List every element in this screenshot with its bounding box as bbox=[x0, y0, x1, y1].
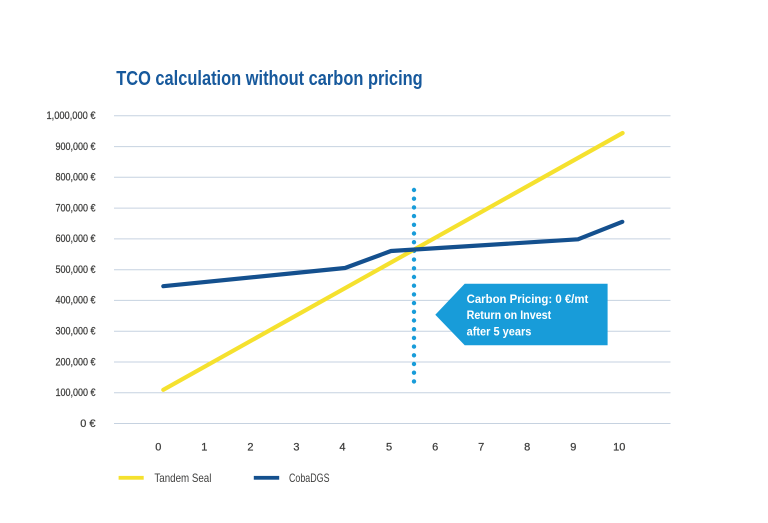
svg-text:2: 2 bbox=[247, 442, 253, 454]
svg-text:5: 5 bbox=[386, 442, 392, 454]
svg-text:600,000 €: 600,000 € bbox=[56, 233, 96, 245]
svg-text:1,000,000 €: 1,000,000 € bbox=[47, 110, 96, 122]
svg-text:0: 0 bbox=[155, 442, 161, 454]
svg-text:7: 7 bbox=[478, 442, 484, 454]
svg-text:CobaDGS: CobaDGS bbox=[289, 471, 330, 485]
svg-text:0 €: 0 € bbox=[80, 418, 95, 430]
svg-text:8: 8 bbox=[524, 442, 530, 454]
svg-text:4: 4 bbox=[339, 442, 345, 454]
svg-text:100,000 €: 100,000 € bbox=[56, 387, 96, 399]
svg-text:10: 10 bbox=[613, 442, 625, 454]
svg-text:300,000 €: 300,000 € bbox=[56, 326, 96, 338]
svg-text:200,000 €: 200,000 € bbox=[56, 356, 96, 368]
svg-text:700,000 €: 700,000 € bbox=[56, 202, 96, 214]
svg-text:9: 9 bbox=[570, 442, 576, 454]
svg-text:6: 6 bbox=[432, 442, 438, 454]
svg-text:Carbon Pricing: 0 €/mt: Carbon Pricing: 0 €/mt bbox=[467, 292, 589, 306]
svg-text:TCO calculation without carbon: TCO calculation without carbon pricing bbox=[116, 67, 423, 90]
svg-text:500,000 €: 500,000 € bbox=[56, 264, 96, 276]
svg-text:after 5 years: after 5 years bbox=[467, 324, 532, 338]
svg-text:800,000 €: 800,000 € bbox=[56, 172, 96, 184]
svg-text:400,000 €: 400,000 € bbox=[56, 295, 96, 307]
svg-text:1: 1 bbox=[201, 442, 207, 454]
svg-text:Tandem Seal: Tandem Seal bbox=[154, 471, 211, 485]
svg-text:Return on Invest: Return on Invest bbox=[467, 308, 552, 322]
svg-text:900,000 €: 900,000 € bbox=[56, 141, 96, 153]
svg-text:3: 3 bbox=[293, 442, 299, 454]
